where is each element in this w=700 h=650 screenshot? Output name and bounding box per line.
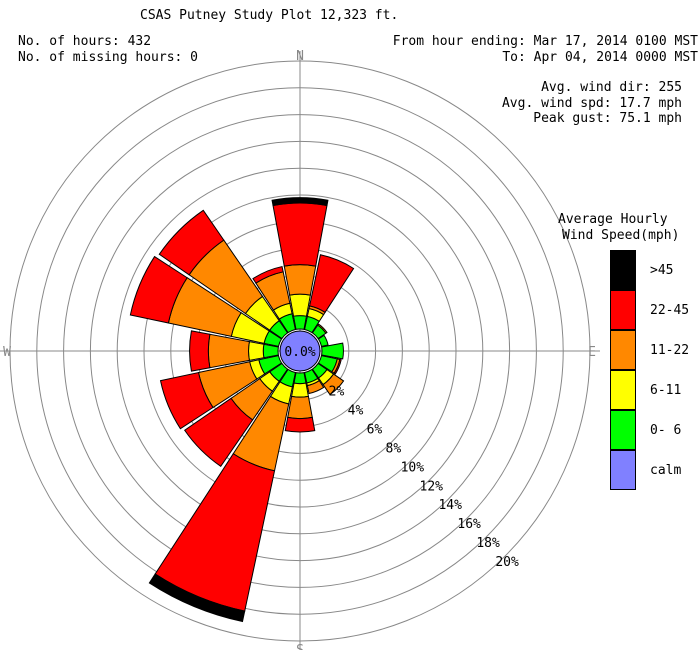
calm-circle [279, 330, 321, 372]
legend-swatch [610, 290, 636, 330]
petal-segment [287, 395, 313, 420]
legend-label: 0- 6 [650, 423, 682, 438]
petal-segment [293, 372, 307, 385]
petal-segment [308, 254, 355, 314]
petal-segment [321, 342, 344, 360]
petal-ne [311, 323, 328, 340]
avg-wind-dir: Avg. wind dir: 255 [541, 80, 682, 95]
petal-segment [183, 397, 254, 468]
to-date: To: Apr 04, 2014 0000 MST [502, 50, 698, 65]
petal-segment [129, 255, 188, 324]
peak-gust: Peak gust: 75.1 mph [533, 111, 682, 126]
ring-label: 18% [476, 536, 500, 551]
legend-label: 11-22 [650, 343, 690, 358]
compass-w: W [3, 345, 11, 360]
avg-wind-spd: Avg. wind spd: 17.7 mph [501, 96, 682, 111]
ring-label: 4% [348, 403, 364, 418]
petal-segment [333, 358, 342, 375]
petal-segment [292, 315, 308, 330]
petal-nw [158, 209, 289, 340]
legend-swatch [610, 330, 636, 370]
ring-label: 20% [495, 555, 519, 570]
legend-swatch [610, 370, 636, 410]
petal-sw [183, 362, 289, 468]
petal-segment [158, 209, 225, 276]
petal-segment [159, 371, 214, 430]
ring-label: 16% [457, 517, 481, 532]
ring-label: 12% [420, 479, 444, 494]
petal-n [271, 197, 329, 330]
wind-petals [129, 197, 355, 623]
petal-segment [317, 323, 328, 334]
ring-labels: 2%4%6%8% 10% 12% 14% 16% 18% 20% [329, 385, 519, 571]
petal-ese [317, 354, 342, 375]
legend-title-1: Average Hourly [558, 212, 668, 227]
petal-segment [283, 264, 317, 296]
petal-segment [322, 373, 345, 396]
petal-w [189, 330, 279, 372]
petal-s [284, 372, 316, 433]
calm-percent: 0.0% [284, 345, 315, 360]
petal-segment [252, 265, 284, 284]
legend-label: >45 [650, 263, 674, 278]
ring-label: 6% [367, 422, 383, 437]
chart-title: CSAS Putney Study Plot 12,323 ft. [140, 8, 399, 23]
petal-segment [148, 573, 246, 623]
hours-count: No. of hours: 432 [18, 34, 152, 49]
petal-wsw [159, 354, 283, 430]
legend-label: 22-45 [650, 303, 690, 318]
ring-label: 10% [401, 460, 425, 475]
petal-nne [303, 254, 355, 334]
petal-segment [189, 330, 211, 372]
ring-label: 2% [329, 385, 345, 400]
petal-segment [289, 293, 311, 317]
petal-segment [317, 334, 329, 348]
petal-wnw [129, 255, 283, 348]
petal-segment [306, 379, 325, 395]
compass-e: E [588, 345, 596, 360]
compass-n: N [296, 49, 304, 64]
petal-nnw [252, 265, 297, 334]
compass-labels: N E S W [3, 49, 596, 650]
petal-segment [291, 382, 309, 398]
missing-hours: No. of missing hours: 0 [18, 50, 199, 65]
legend-label: calm [650, 463, 682, 478]
petal-e [321, 342, 344, 360]
legend-label: 6-11 [650, 383, 682, 398]
compass-s: S [296, 643, 304, 650]
legend-swatch [610, 250, 636, 290]
petal-segment [272, 202, 328, 267]
petal-ssw [148, 368, 297, 623]
petal-se [311, 362, 345, 396]
petal-ene [317, 334, 329, 348]
legend-swatch [610, 410, 636, 450]
ring-label: 8% [386, 441, 402, 456]
petal-segment [271, 197, 329, 207]
petal-sse [303, 368, 325, 395]
legend-swatch [610, 450, 636, 490]
petal-segment [248, 341, 265, 361]
from-date: From hour ending: Mar 17, 2014 0100 MST [392, 34, 698, 49]
legend-title-2: Wind Speed(mph) [562, 228, 680, 243]
petal-segment [284, 416, 316, 433]
ring-label: 14% [438, 498, 462, 513]
